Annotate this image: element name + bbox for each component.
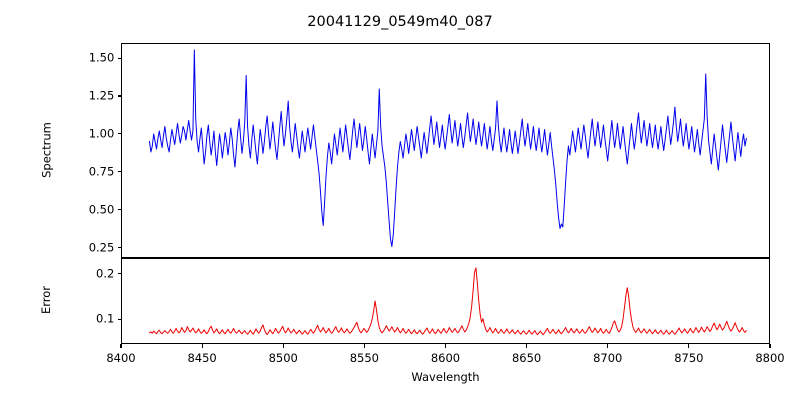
spectrum-data-line [148, 49, 747, 247]
spectrum-ytick-label: 1.50 [88, 50, 115, 65]
xtick-label: 8800 [755, 350, 785, 365]
error-ytick-mark [117, 273, 121, 275]
spectrum-ytick-label: 0.50 [88, 202, 115, 217]
error-plot-area [148, 267, 747, 336]
spectrum-axes [121, 43, 770, 258]
xtick-mark [282, 344, 284, 348]
xtick-label: 8750 [674, 350, 704, 365]
xtick-mark [769, 344, 771, 348]
error-axis-label: Error [39, 285, 53, 315]
xtick-mark [688, 344, 690, 348]
spectrum-ytick-mark [117, 209, 121, 211]
xtick-label: 8650 [511, 350, 542, 365]
xtick-mark [363, 344, 365, 348]
spectrum-ytick-mark [117, 133, 121, 135]
spectrum-plot-area [148, 49, 747, 247]
error-data-line [148, 267, 747, 336]
xtick-label: 8450 [187, 350, 217, 365]
wavelength-axis-label: Wavelength [411, 370, 480, 384]
xtick-mark [201, 344, 203, 348]
spectrum-ytick-mark [117, 57, 121, 59]
xtick-label: 8550 [349, 350, 380, 365]
error-ytick-label: 0.1 [96, 311, 115, 326]
spectrum-ytick-label: 0.25 [88, 240, 115, 255]
spectrum-ytick-label: 1.00 [88, 126, 115, 141]
xtick-label: 8400 [106, 350, 136, 365]
spectrum-ytick-mark [117, 246, 121, 248]
error-axes [121, 258, 770, 344]
figure-title: 20041129_0549m40_087 [307, 14, 493, 30]
xtick-label: 8700 [593, 350, 623, 365]
spectrum-ytick-label: 0.75 [88, 164, 115, 179]
xtick-label: 8500 [268, 350, 298, 365]
xtick-mark [526, 344, 528, 348]
spectrum-ytick-mark [117, 171, 121, 173]
xtick-mark [444, 344, 447, 348]
error-ytick-mark [117, 318, 121, 320]
xtick-label: 8600 [430, 350, 461, 365]
xtick-mark [607, 344, 609, 348]
spectrum-ytick-mark [117, 95, 121, 97]
xtick-mark [120, 344, 122, 348]
spectrum-axis-label: Spectrum [39, 121, 53, 178]
spectrum-ytick-label: 1.25 [88, 88, 115, 103]
error-ytick-label: 0.2 [96, 266, 115, 281]
